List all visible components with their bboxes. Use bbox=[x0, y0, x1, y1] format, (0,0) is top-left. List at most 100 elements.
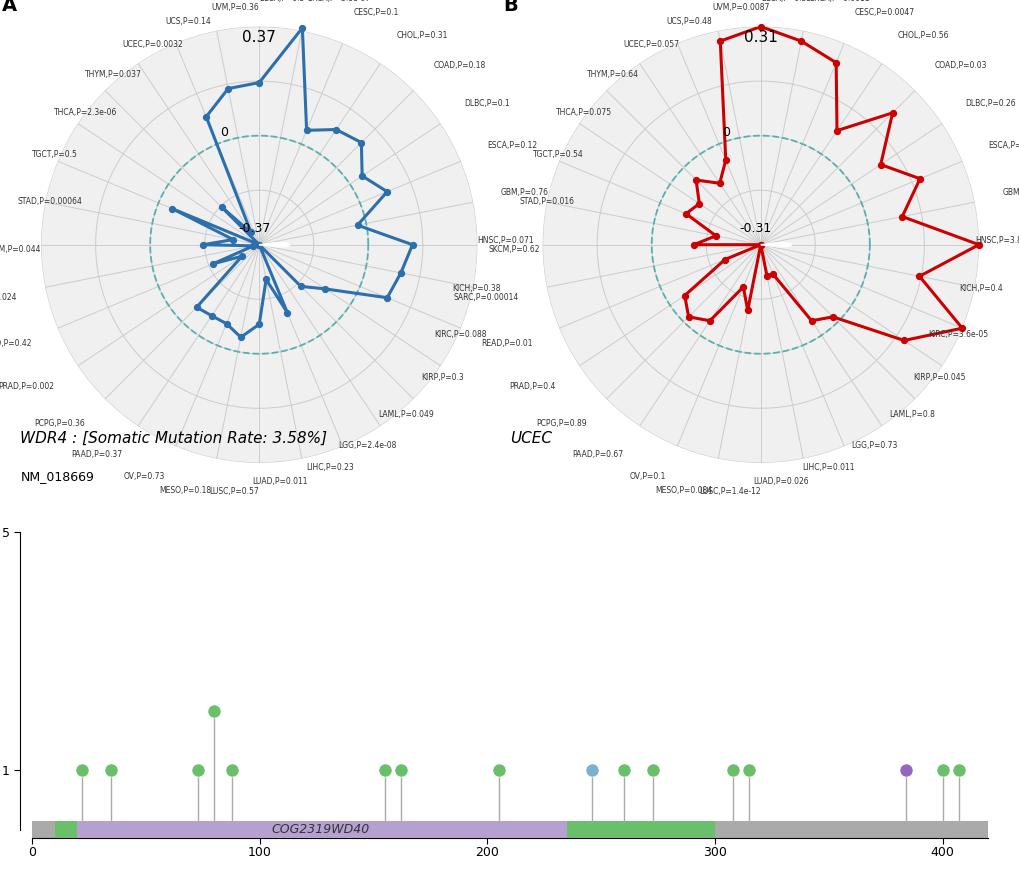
Text: BLCA,P=0.5: BLCA,P=0.5 bbox=[259, 0, 305, 3]
Point bbox=[233, 249, 250, 263]
Text: CHOL,P=0.56: CHOL,P=0.56 bbox=[897, 31, 949, 40]
Point bbox=[204, 308, 220, 323]
Text: READ,P=0.01: READ,P=0.01 bbox=[481, 339, 533, 348]
Text: 0.31: 0.31 bbox=[743, 30, 776, 45]
Text: HNSC,P=3.8e-05: HNSC,P=3.8e-05 bbox=[974, 236, 1019, 245]
Text: MESO,P=0.18: MESO,P=0.18 bbox=[159, 486, 211, 495]
Point bbox=[970, 237, 986, 252]
Text: 0: 0 bbox=[721, 126, 730, 139]
Point bbox=[933, 763, 950, 777]
Text: SKCM,P=0.62: SKCM,P=0.62 bbox=[488, 245, 539, 253]
Text: A: A bbox=[2, 0, 17, 15]
Text: -0.37: -0.37 bbox=[237, 222, 270, 235]
Point bbox=[317, 282, 333, 296]
Text: STAD,P=0.016: STAD,P=0.016 bbox=[519, 197, 574, 206]
Point bbox=[103, 763, 119, 777]
Point bbox=[404, 237, 420, 252]
Text: BRCA,P=0.0011: BRCA,P=0.0011 bbox=[808, 0, 868, 3]
Point bbox=[758, 268, 774, 283]
Point bbox=[354, 169, 370, 183]
Text: KIRP,P=0.3: KIRP,P=0.3 bbox=[421, 373, 464, 382]
Text: MESO,P=0.084: MESO,P=0.084 bbox=[655, 486, 712, 495]
Circle shape bbox=[259, 243, 289, 247]
Text: GBM,P=0.76: GBM,P=0.76 bbox=[500, 188, 548, 197]
Point bbox=[164, 201, 180, 215]
Text: KIRP,P=0.045: KIRP,P=0.045 bbox=[912, 373, 965, 382]
Text: DLBC,P=0.26: DLBC,P=0.26 bbox=[965, 98, 1015, 108]
FancyBboxPatch shape bbox=[567, 821, 714, 838]
Text: SARC,P=0.024: SARC,P=0.024 bbox=[0, 292, 17, 302]
Point bbox=[871, 158, 888, 172]
Text: BRCA,P=3.8e-07: BRCA,P=3.8e-07 bbox=[307, 0, 370, 3]
Point bbox=[676, 289, 692, 303]
Text: TGCT,P=0.5: TGCT,P=0.5 bbox=[32, 151, 77, 159]
Point bbox=[701, 314, 717, 328]
Point bbox=[251, 237, 267, 252]
Point bbox=[190, 763, 206, 777]
Text: LIHC,P=0.23: LIHC,P=0.23 bbox=[306, 463, 354, 472]
Point bbox=[392, 763, 409, 777]
Text: SKCM,P=0.044: SKCM,P=0.044 bbox=[0, 245, 41, 253]
Text: LAML,P=0.049: LAML,P=0.049 bbox=[377, 410, 433, 419]
Text: COAD,P=0.18: COAD,P=0.18 bbox=[433, 61, 485, 70]
Text: KIRC,P=0.088: KIRC,P=0.088 bbox=[434, 330, 486, 339]
Point bbox=[828, 123, 845, 137]
Point bbox=[195, 237, 211, 252]
Point bbox=[752, 19, 768, 34]
Text: LUSC,P=1.4e-12: LUSC,P=1.4e-12 bbox=[698, 486, 760, 495]
Text: COAD,P=0.03: COAD,P=0.03 bbox=[934, 61, 986, 70]
Text: KIRC,P=3.6e-05: KIRC,P=3.6e-05 bbox=[927, 330, 987, 339]
Point bbox=[827, 56, 844, 70]
Text: B: B bbox=[503, 0, 518, 15]
Point bbox=[739, 303, 755, 317]
Text: HNSC,P=0.071: HNSC,P=0.071 bbox=[477, 236, 534, 245]
Text: DLBC,P=0.1: DLBC,P=0.1 bbox=[464, 98, 510, 108]
Point bbox=[803, 314, 819, 328]
Point bbox=[793, 34, 809, 48]
Point bbox=[645, 763, 661, 777]
Text: PRAD,P=0.002: PRAD,P=0.002 bbox=[0, 382, 54, 391]
Text: OV,P=0.1: OV,P=0.1 bbox=[630, 472, 665, 481]
Point bbox=[279, 306, 296, 320]
Point bbox=[583, 763, 599, 777]
Point bbox=[894, 209, 910, 223]
Text: NM_018669: NM_018669 bbox=[20, 470, 94, 484]
Text: STAD,P=0.00064: STAD,P=0.00064 bbox=[17, 197, 83, 206]
Point bbox=[379, 291, 395, 305]
Text: READ,P=0.42: READ,P=0.42 bbox=[0, 339, 32, 348]
Text: 0.37: 0.37 bbox=[243, 30, 276, 45]
Text: THYM,P=0.64: THYM,P=0.64 bbox=[586, 70, 638, 80]
Text: LGG,P=2.4e-08: LGG,P=2.4e-08 bbox=[337, 440, 395, 450]
Point bbox=[392, 266, 409, 280]
Text: LUSC,P=0.57: LUSC,P=0.57 bbox=[209, 486, 259, 495]
Text: CESC,P=0.1: CESC,P=0.1 bbox=[354, 8, 398, 17]
Point bbox=[213, 200, 229, 214]
FancyBboxPatch shape bbox=[54, 821, 82, 838]
Point bbox=[735, 280, 751, 294]
Point bbox=[353, 136, 369, 150]
Text: SARC,P=0.00014: SARC,P=0.00014 bbox=[453, 292, 519, 302]
Point bbox=[292, 279, 309, 293]
Point bbox=[716, 253, 733, 267]
Text: WDR4 : [Somatic Mutation Rate: 3.58%]: WDR4 : [Somatic Mutation Rate: 3.58%] bbox=[20, 431, 327, 447]
Point bbox=[752, 237, 768, 252]
Point bbox=[725, 763, 741, 777]
Point bbox=[895, 333, 911, 347]
Point bbox=[224, 763, 240, 777]
Point bbox=[299, 123, 315, 137]
Text: UCS,P=0.48: UCS,P=0.48 bbox=[665, 17, 711, 26]
Point bbox=[218, 316, 234, 330]
Text: COG2319WD40: COG2319WD40 bbox=[272, 823, 370, 836]
Text: PRAD,P=0.4: PRAD,P=0.4 bbox=[508, 382, 555, 391]
Point bbox=[189, 300, 205, 315]
Point bbox=[680, 310, 696, 324]
Point bbox=[707, 229, 723, 243]
Point bbox=[243, 225, 259, 239]
FancyBboxPatch shape bbox=[77, 821, 567, 838]
Point bbox=[225, 232, 242, 246]
Text: OV,P=0.73: OV,P=0.73 bbox=[123, 472, 165, 481]
Point bbox=[220, 82, 236, 96]
Text: CHOL,P=0.31: CHOL,P=0.31 bbox=[395, 31, 447, 40]
Point bbox=[293, 20, 310, 35]
Point bbox=[897, 763, 913, 777]
